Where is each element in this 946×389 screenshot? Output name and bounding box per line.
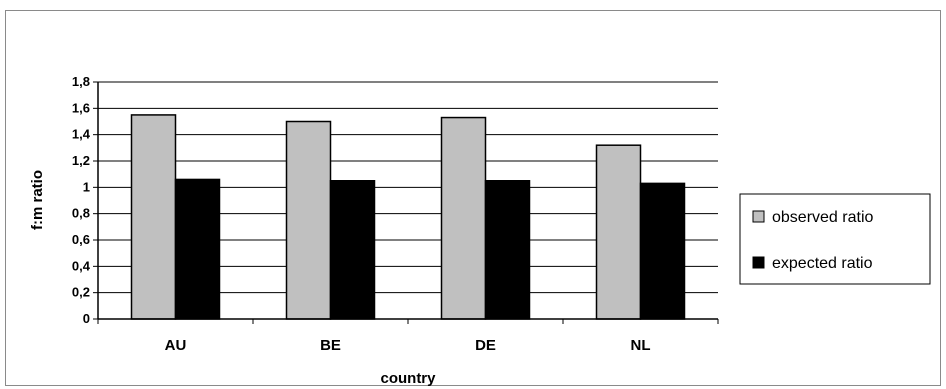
y-tick-label: 0,8 (72, 206, 90, 221)
y-tick-label: 0,6 (72, 232, 90, 247)
x-tick-labels: AU BE DE NL (97, 319, 719, 354)
bar-expected-be (329, 180, 376, 320)
legend-label-expected: expected ratio (772, 255, 873, 272)
x-tick-label-au: AU (165, 337, 187, 354)
legend-box (739, 193, 931, 285)
x-tick-label-nl: NL (631, 337, 651, 354)
legend-swatch-expected (752, 256, 765, 269)
y-tick-label: 1,8 (72, 74, 90, 89)
y-tick-label: 0,2 (72, 285, 90, 300)
legend: observed ratio expected ratio (739, 193, 931, 285)
y-tick-label: 1,2 (72, 153, 90, 168)
y-tick-label: 1,4 (72, 127, 91, 142)
bar-observed-au (130, 114, 177, 320)
bar-expected-nl (639, 182, 686, 320)
legend-label-observed: observed ratio (772, 209, 873, 226)
bar-expected-au (174, 178, 221, 320)
x-axis-label: country (380, 370, 436, 387)
bar-expected-de (484, 180, 531, 320)
bar-observed-be (285, 120, 332, 320)
y-axis-label: f:m ratio (29, 170, 46, 230)
bars (130, 114, 686, 320)
y-tick-label: 0 (83, 311, 90, 326)
y-tick-label: 1 (83, 179, 90, 194)
x-tick-label-be: BE (320, 337, 341, 354)
y-tick-label: 1,6 (72, 100, 90, 115)
x-tick-label-de: DE (475, 337, 496, 354)
legend-swatch-observed (752, 210, 765, 223)
y-tick-labels: 0 0,2 0,4 0,6 0,8 1 1,2 1,4 1,6 1,8 (72, 74, 98, 326)
bar-observed-nl (595, 144, 642, 320)
y-tick-label: 0,4 (72, 258, 91, 273)
bar-observed-de (440, 116, 487, 320)
